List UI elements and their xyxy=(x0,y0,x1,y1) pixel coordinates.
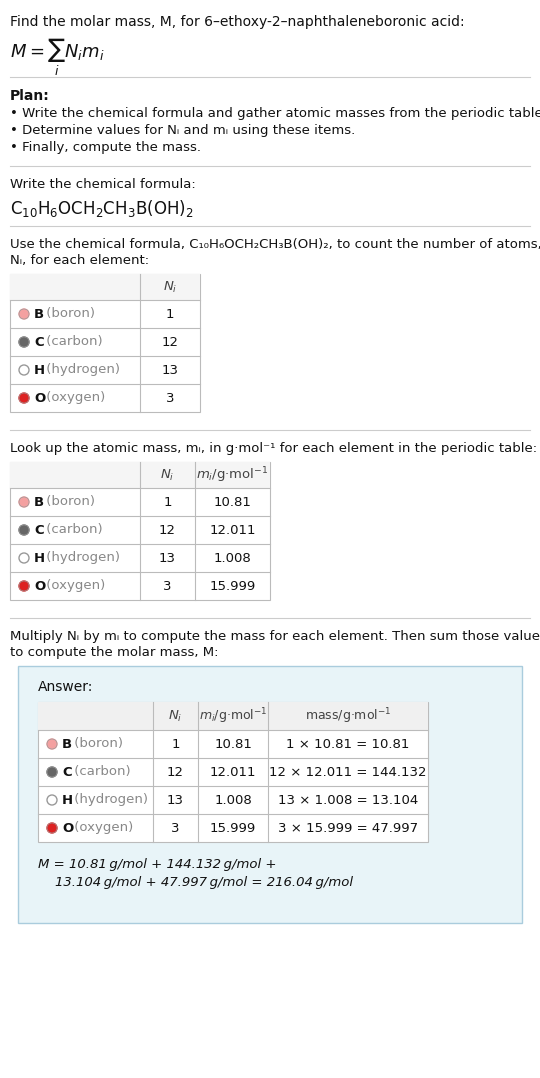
FancyBboxPatch shape xyxy=(10,274,200,412)
Text: • Write the chemical formula and gather atomic masses from the periodic table.: • Write the chemical formula and gather … xyxy=(10,107,540,120)
Text: (carbon): (carbon) xyxy=(70,765,131,778)
Text: (oxygen): (oxygen) xyxy=(42,391,105,404)
Text: $m_i$/g·mol$^{-1}$: $m_i$/g·mol$^{-1}$ xyxy=(199,706,267,725)
FancyBboxPatch shape xyxy=(38,702,428,730)
Text: Use the chemical formula, C₁₀H₆OCH₂CH₃B(OH)₂, to count the number of atoms,: Use the chemical formula, C₁₀H₆OCH₂CH₃B(… xyxy=(10,238,540,251)
FancyBboxPatch shape xyxy=(38,702,428,842)
Text: O: O xyxy=(62,821,73,834)
Circle shape xyxy=(19,309,29,319)
Text: 13.104 g/mol + 47.997 g/mol = 216.04 g/mol: 13.104 g/mol + 47.997 g/mol = 216.04 g/m… xyxy=(38,876,353,889)
Text: Multiply Nᵢ by mᵢ to compute the mass for each element. Then sum those values: Multiply Nᵢ by mᵢ to compute the mass fo… xyxy=(10,630,540,642)
Text: O: O xyxy=(34,391,45,404)
Text: 10.81: 10.81 xyxy=(214,737,252,750)
Text: (hydrogen): (hydrogen) xyxy=(70,793,148,806)
Circle shape xyxy=(19,393,29,403)
Text: 15.999: 15.999 xyxy=(210,821,256,834)
Text: (hydrogen): (hydrogen) xyxy=(42,363,120,376)
Text: Find the molar mass, M, for 6–ethoxy-2–naphthaleneboronic acid:: Find the molar mass, M, for 6–ethoxy-2–n… xyxy=(10,15,464,29)
Text: • Finally, compute the mass.: • Finally, compute the mass. xyxy=(10,141,201,154)
Circle shape xyxy=(47,768,57,777)
Text: 3: 3 xyxy=(163,580,172,593)
Text: C: C xyxy=(34,524,44,537)
Text: • Determine values for Nᵢ and mᵢ using these items.: • Determine values for Nᵢ and mᵢ using t… xyxy=(10,124,355,137)
Text: (oxygen): (oxygen) xyxy=(42,580,105,593)
Text: H: H xyxy=(62,793,73,806)
Text: 1: 1 xyxy=(166,307,174,320)
Text: 13: 13 xyxy=(167,793,184,806)
Circle shape xyxy=(19,337,29,347)
Text: 1.008: 1.008 xyxy=(214,552,252,565)
Text: $\mathrm{C_{10}H_6OCH_2CH_3B(OH)_2}$: $\mathrm{C_{10}H_6OCH_2CH_3B(OH)_2}$ xyxy=(10,198,193,219)
Text: Write the chemical formula:: Write the chemical formula: xyxy=(10,178,195,191)
Text: to compute the molar mass, M:: to compute the molar mass, M: xyxy=(10,646,219,659)
Text: Look up the atomic mass, mᵢ, in g·mol⁻¹ for each element in the periodic table:: Look up the atomic mass, mᵢ, in g·mol⁻¹ … xyxy=(10,442,537,455)
Text: 10.81: 10.81 xyxy=(213,496,252,509)
Text: 1 × 10.81 = 10.81: 1 × 10.81 = 10.81 xyxy=(286,737,410,750)
Text: 1.008: 1.008 xyxy=(214,793,252,806)
Text: B: B xyxy=(34,496,44,509)
Text: 12: 12 xyxy=(159,524,176,537)
Text: (hydrogen): (hydrogen) xyxy=(42,552,120,565)
Text: H: H xyxy=(34,363,45,376)
Text: 12.011: 12.011 xyxy=(210,524,256,537)
FancyBboxPatch shape xyxy=(10,462,270,600)
Text: 3 × 15.999 = 47.997: 3 × 15.999 = 47.997 xyxy=(278,821,418,834)
Text: $N_i$: $N_i$ xyxy=(168,708,183,723)
Text: 12 × 12.011 = 144.132: 12 × 12.011 = 144.132 xyxy=(269,765,427,778)
FancyBboxPatch shape xyxy=(18,666,522,923)
Text: $N_i$: $N_i$ xyxy=(163,279,177,294)
Text: H: H xyxy=(34,552,45,565)
Text: 15.999: 15.999 xyxy=(210,580,255,593)
Text: 12: 12 xyxy=(167,765,184,778)
Text: (boron): (boron) xyxy=(42,307,95,320)
Circle shape xyxy=(19,497,29,507)
Text: Answer:: Answer: xyxy=(38,680,93,694)
Circle shape xyxy=(19,525,29,535)
Text: 13: 13 xyxy=(161,363,179,376)
Text: M = 10.81 g/mol + 144.132 g/mol +: M = 10.81 g/mol + 144.132 g/mol + xyxy=(38,858,276,871)
Text: C: C xyxy=(62,765,72,778)
Text: $N_i$: $N_i$ xyxy=(160,468,175,483)
Text: (carbon): (carbon) xyxy=(42,335,103,348)
Circle shape xyxy=(19,581,29,591)
Text: B: B xyxy=(62,737,72,750)
Text: mass/g·mol$^{-1}$: mass/g·mol$^{-1}$ xyxy=(305,706,391,725)
Text: O: O xyxy=(34,580,45,593)
Text: C: C xyxy=(34,335,44,348)
FancyBboxPatch shape xyxy=(10,462,270,488)
Text: 13 × 1.008 = 13.104: 13 × 1.008 = 13.104 xyxy=(278,793,418,806)
Text: (boron): (boron) xyxy=(70,737,123,750)
Text: (oxygen): (oxygen) xyxy=(70,821,133,834)
FancyBboxPatch shape xyxy=(10,274,200,300)
Text: 1: 1 xyxy=(171,737,180,750)
Circle shape xyxy=(47,740,57,749)
Text: $m_i$/g·mol$^{-1}$: $m_i$/g·mol$^{-1}$ xyxy=(196,466,269,485)
Text: $M = \sum_i N_i m_i$: $M = \sum_i N_i m_i$ xyxy=(10,37,104,79)
Text: 12: 12 xyxy=(161,335,179,348)
Text: (carbon): (carbon) xyxy=(42,524,103,537)
Circle shape xyxy=(47,823,57,833)
Text: (boron): (boron) xyxy=(42,496,95,509)
Text: B: B xyxy=(34,307,44,320)
Text: 13: 13 xyxy=(159,552,176,565)
Text: Plan:: Plan: xyxy=(10,89,50,103)
Text: 1: 1 xyxy=(163,496,172,509)
Text: Nᵢ, for each element:: Nᵢ, for each element: xyxy=(10,254,149,267)
Text: 3: 3 xyxy=(171,821,180,834)
Text: 12.011: 12.011 xyxy=(210,765,256,778)
Text: 3: 3 xyxy=(166,391,174,404)
